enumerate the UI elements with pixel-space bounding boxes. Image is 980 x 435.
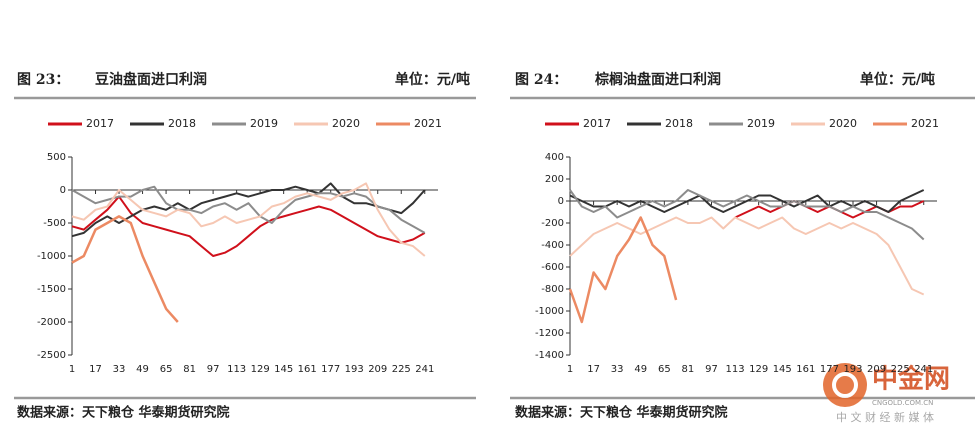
y-tick-label: -800 bbox=[541, 284, 564, 295]
watermark-logo bbox=[823, 363, 867, 407]
y-tick-label: 0 bbox=[558, 196, 564, 207]
chart-title: 棕榈油盘面进口利润 bbox=[594, 71, 721, 88]
series-line bbox=[71, 182, 426, 238]
x-tick-label: 241 bbox=[914, 364, 933, 375]
x-tick-label: 113 bbox=[227, 364, 246, 375]
x-tick-label: 225 bbox=[392, 364, 411, 375]
x-tick-label: 209 bbox=[867, 364, 886, 375]
y-tick-label: -1500 bbox=[37, 284, 66, 295]
x-tick-label: 65 bbox=[658, 364, 671, 375]
source-note: 数据来源：天下粮仓 华泰期货研究院 bbox=[17, 405, 230, 421]
x-tick-label: 225 bbox=[891, 364, 910, 375]
x-tick-label: 145 bbox=[773, 364, 792, 375]
series-line bbox=[71, 215, 179, 323]
x-tick-label: 33 bbox=[611, 364, 624, 375]
x-tick-label: 97 bbox=[705, 364, 718, 375]
y-tick-label: -500 bbox=[43, 218, 66, 229]
watermark: 中金网 CNGOLD.COM.CN 中 文 财 经 新 媒 体 bbox=[823, 363, 950, 424]
watermark-slogan: 中 文 财 经 新 媒 体 bbox=[836, 410, 934, 424]
figure-label: 图 24： bbox=[515, 72, 567, 88]
y-tick-label: 0 bbox=[60, 185, 66, 196]
x-tick-label: 129 bbox=[749, 364, 768, 375]
x-tick-label: 49 bbox=[136, 364, 149, 375]
series-line bbox=[569, 189, 925, 241]
unit-label: 单位：元/吨 bbox=[395, 71, 470, 88]
watermark-domain: CNGOLD.COM.CN bbox=[872, 399, 933, 407]
legend-label: 2021 bbox=[911, 117, 939, 130]
y-tick-label: -2000 bbox=[37, 317, 66, 328]
x-tick-label: 17 bbox=[587, 364, 600, 375]
y-tick-label: 500 bbox=[47, 152, 66, 163]
watermark-name: 中金网 bbox=[872, 364, 950, 395]
legend-label: 2020 bbox=[332, 117, 360, 130]
x-tick-label: 33 bbox=[113, 364, 126, 375]
legend-label: 2018 bbox=[665, 117, 693, 130]
x-tick-label: 145 bbox=[274, 364, 293, 375]
x-tick-label: 97 bbox=[207, 364, 220, 375]
x-tick-label: 1 bbox=[69, 364, 75, 375]
x-tick-label: 161 bbox=[796, 364, 815, 375]
x-tick-label: 241 bbox=[415, 364, 434, 375]
x-tick-label: 49 bbox=[634, 364, 647, 375]
series-line bbox=[71, 182, 426, 257]
x-tick-label: 81 bbox=[183, 364, 196, 375]
y-tick-label: -1200 bbox=[535, 328, 564, 339]
legend-label: 2020 bbox=[829, 117, 857, 130]
legend-label: 2019 bbox=[747, 117, 775, 130]
y-tick-label: -2500 bbox=[37, 350, 66, 361]
y-tick-label: -1400 bbox=[535, 350, 564, 361]
x-tick-label: 177 bbox=[321, 364, 340, 375]
source-note: 数据来源：天下粮仓 华泰期货研究院 bbox=[515, 405, 728, 421]
y-tick-label: -1000 bbox=[535, 306, 564, 317]
x-tick-label: 65 bbox=[160, 364, 173, 375]
x-tick-label: 81 bbox=[682, 364, 695, 375]
y-tick-label: -400 bbox=[541, 240, 564, 251]
x-tick-label: 17 bbox=[89, 364, 102, 375]
legend-label: 2019 bbox=[250, 117, 278, 130]
x-tick-label: 113 bbox=[726, 364, 745, 375]
x-tick-label: 177 bbox=[820, 364, 839, 375]
series-line bbox=[71, 195, 426, 257]
legend-label: 2017 bbox=[583, 117, 611, 130]
legend-label: 2017 bbox=[86, 117, 114, 130]
series-line bbox=[568, 216, 678, 324]
y-tick-label: 200 bbox=[545, 174, 564, 185]
series-line bbox=[569, 216, 925, 296]
figure-label: 图 23： bbox=[17, 72, 69, 88]
legend-label: 2018 bbox=[168, 117, 196, 130]
chart-title: 豆油盘面进口利润 bbox=[95, 71, 207, 88]
x-tick-label: 193 bbox=[345, 364, 364, 375]
series-line bbox=[569, 189, 925, 213]
legend-label: 2021 bbox=[414, 117, 442, 130]
x-tick-label: 1 bbox=[567, 364, 573, 375]
y-tick-label: -600 bbox=[541, 262, 564, 273]
y-tick-label: -200 bbox=[541, 218, 564, 229]
x-tick-label: 209 bbox=[368, 364, 387, 375]
x-tick-label: 193 bbox=[843, 364, 862, 375]
series-line bbox=[71, 185, 426, 234]
watermark-logo bbox=[832, 372, 858, 398]
x-tick-label: 129 bbox=[251, 364, 270, 375]
y-tick-label: -1000 bbox=[37, 251, 66, 262]
unit-label: 单位：元/吨 bbox=[860, 71, 935, 88]
y-tick-label: 400 bbox=[545, 152, 564, 163]
x-tick-label: 161 bbox=[298, 364, 317, 375]
